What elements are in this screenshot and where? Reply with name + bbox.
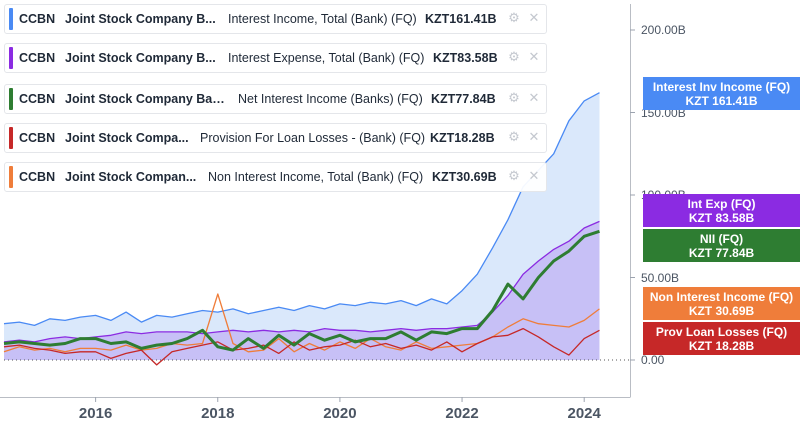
legend-swatch: [9, 47, 13, 69]
close-icon[interactable]: ✕: [528, 49, 540, 64]
legend-value: KZT161.41B: [425, 12, 497, 26]
legend-ticker: CCBN: [19, 131, 56, 145]
legend-metric: Non Interest Income, Total (Bank) (FQ): [208, 170, 424, 184]
close-icon[interactable]: ✕: [528, 168, 540, 183]
series-line-0: [3, 92, 600, 327]
close-icon[interactable]: ✕: [528, 90, 540, 105]
series-line-2: [3, 229, 600, 352]
axes: [0, 4, 635, 398]
badge-title: Interest Inv Income (FQ): [652, 80, 791, 94]
badge-interest-income: Interest Inv Income (FQ) KZT 161.41B: [643, 77, 800, 110]
badge-title: Non Interest Income (FQ): [649, 290, 794, 304]
legend-ticker: CCBN: [19, 92, 56, 106]
legend-value: KZT83.58B: [433, 51, 498, 65]
x-tick-label: 2016: [79, 405, 112, 422]
legend-metric: Provision For Loan Losses - (Bank) (FQ): [200, 131, 426, 145]
close-icon[interactable]: ✕: [528, 129, 540, 144]
badge-value: KZT 18.28B: [688, 339, 755, 353]
legend-metric: Interest Income, Total (Bank) (FQ): [228, 12, 417, 26]
legend-value: KZT18.28B: [430, 131, 495, 145]
legend-company: Joint Stock Company B...: [65, 51, 216, 65]
settings-icon[interactable]: ⚙: [508, 49, 520, 64]
close-icon[interactable]: ✕: [528, 10, 540, 25]
badge-title: NII (FQ): [699, 232, 744, 246]
legend-row-interest-income[interactable]: CCBN Joint Stock Company B... Interest I…: [4, 4, 547, 34]
legend-ticker: CCBN: [19, 12, 56, 26]
y-tick-label: 0.00: [641, 353, 665, 367]
legend-company: Joint Stock Company Ban...: [65, 92, 227, 106]
settings-icon[interactable]: ⚙: [508, 90, 520, 105]
settings-icon[interactable]: ⚙: [508, 129, 520, 144]
legend-swatch: [9, 166, 13, 188]
x-tick-label: 2020: [323, 405, 356, 422]
legend-company: Joint Stock Compan...: [65, 170, 197, 184]
area-1: [4, 221, 600, 360]
badge-non-interest-income: Non Interest Income (FQ) KZT 30.69B: [643, 287, 800, 320]
legend-ticker: CCBN: [19, 170, 56, 184]
settings-icon[interactable]: ⚙: [508, 10, 520, 25]
badge-value: KZT 83.58B: [688, 211, 755, 225]
legend-value: KZT77.84B: [431, 92, 496, 106]
badge-title: Int Exp (FQ): [687, 197, 756, 211]
series-line-3: [3, 327, 600, 366]
legend-value: KZT30.69B: [432, 170, 497, 184]
legend-row-non-interest-income[interactable]: CCBN Joint Stock Compan... Non Interest …: [4, 162, 547, 192]
badge-interest-expense: Int Exp (FQ) KZT 83.58B: [643, 194, 800, 227]
series-lines: [3, 92, 600, 366]
badge-value: KZT 77.84B: [688, 246, 755, 260]
legend-company: Joint Stock Compa...: [65, 131, 189, 145]
legend-metric: Interest Expense, Total (Bank) (FQ): [228, 51, 425, 65]
legend-row-provision-loan-losses[interactable]: CCBN Joint Stock Compa... Provision For …: [4, 123, 547, 153]
x-tick-label: 2018: [201, 405, 234, 422]
series-line-4: [3, 293, 600, 353]
legend-swatch: [9, 88, 13, 110]
series-areas: [4, 92, 600, 360]
legend-company: Joint Stock Company B...: [65, 12, 216, 26]
legend-row-net-interest-income[interactable]: CCBN Joint Stock Company Ban... Net Inte…: [4, 84, 547, 114]
badge-value: KZT 30.69B: [688, 304, 755, 318]
legend-ticker: CCBN: [19, 51, 56, 65]
settings-icon[interactable]: ⚙: [508, 168, 520, 183]
badge-value: KZT 161.41B: [685, 94, 758, 108]
badge-title: Prov Loan Losses (FQ): [655, 325, 788, 339]
badge-nii: NII (FQ) KZT 77.84B: [643, 229, 800, 262]
y-tick-label: 50.00B: [641, 270, 680, 285]
badge-prov-loan-losses: Prov Loan Losses (FQ) KZT 18.28B: [643, 322, 800, 355]
x-axis-ticks: 2016 2018 2020 2022 2024: [79, 397, 602, 422]
y-tick-label: 200.00B: [641, 23, 686, 37]
x-tick-label: 2022: [445, 405, 478, 422]
series-line-1: [3, 220, 600, 343]
legend-swatch: [9, 8, 13, 30]
legend-swatch: [9, 127, 13, 149]
legend-metric: Net Interest Income (Banks) (FQ): [238, 92, 423, 106]
x-tick-label: 2024: [568, 405, 602, 422]
legend-row-interest-expense[interactable]: CCBN Joint Stock Company B... Interest E…: [4, 43, 547, 73]
